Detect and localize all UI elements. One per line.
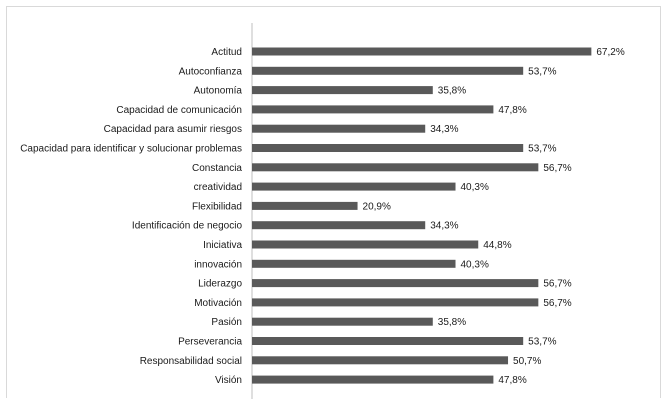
bar <box>252 124 426 133</box>
value-label: 35,8% <box>438 86 466 97</box>
value-label: 53,7% <box>528 66 556 77</box>
bar <box>252 279 539 288</box>
category-label: Actitud <box>211 47 242 58</box>
category-label: Iniciativa <box>203 240 242 251</box>
value-label: 40,3% <box>461 182 489 193</box>
bar <box>252 105 494 114</box>
category-label: Autoconfianza <box>179 66 243 77</box>
value-label: 44,8% <box>483 240 511 251</box>
bar <box>252 259 456 268</box>
bar <box>252 163 539 172</box>
bar <box>252 66 524 75</box>
chart-frame: Actitud 67,2% Autoconfianza 53,7% Autonomía 3… <box>6 6 661 399</box>
bar <box>252 47 592 56</box>
category-label: Pasión <box>211 317 242 328</box>
value-label: 53,7% <box>528 144 556 155</box>
bar <box>252 240 479 249</box>
bar <box>252 356 509 365</box>
category-label: Perseverancia <box>178 337 242 348</box>
value-label: 47,8% <box>498 375 526 386</box>
bar <box>252 182 456 191</box>
category-label: Capacidad para identificar y solucionar … <box>20 144 242 155</box>
bar <box>252 144 524 152</box>
bar <box>252 317 433 326</box>
category-label: Identificación de negocio <box>132 221 243 232</box>
category-label: creatividad <box>194 182 242 193</box>
value-label: 34,3% <box>430 221 458 232</box>
bar-chart: Actitud 67,2% Autoconfianza 53,7% Autonomía 3… <box>20 23 625 399</box>
category-label: Autonomía <box>194 86 243 97</box>
value-label: 40,3% <box>461 259 489 270</box>
bar <box>252 221 426 230</box>
value-label: 47,8% <box>498 105 526 116</box>
bar <box>252 86 433 95</box>
category-label: Visión <box>215 375 242 386</box>
category-label: Responsabilidad social <box>140 356 242 367</box>
category-label: innovación <box>194 259 242 270</box>
value-label: 67,2% <box>596 47 624 58</box>
category-label: Constancia <box>192 163 242 174</box>
value-label: 53,7% <box>528 337 556 348</box>
bar <box>252 201 358 210</box>
bar <box>252 337 524 345</box>
category-label: Capacidad de comunicación <box>116 105 242 116</box>
category-label: Flexibilidad <box>192 201 242 212</box>
value-label: 50,7% <box>513 356 541 367</box>
value-label: 56,7% <box>543 298 571 309</box>
category-label: Motivación <box>194 298 242 309</box>
bars: Actitud 67,2% Autoconfianza 53,7% Autonomía 3… <box>20 47 625 386</box>
bar <box>252 375 494 384</box>
value-label: 34,3% <box>430 124 458 135</box>
value-label: 35,8% <box>438 317 466 328</box>
value-label: 20,9% <box>363 201 391 212</box>
category-label: Capacidad para asumir riesgos <box>104 124 242 135</box>
value-label: 56,7% <box>543 163 571 174</box>
value-label: 56,7% <box>543 279 571 290</box>
category-label: Liderazgo <box>198 279 242 290</box>
bar <box>252 298 539 307</box>
